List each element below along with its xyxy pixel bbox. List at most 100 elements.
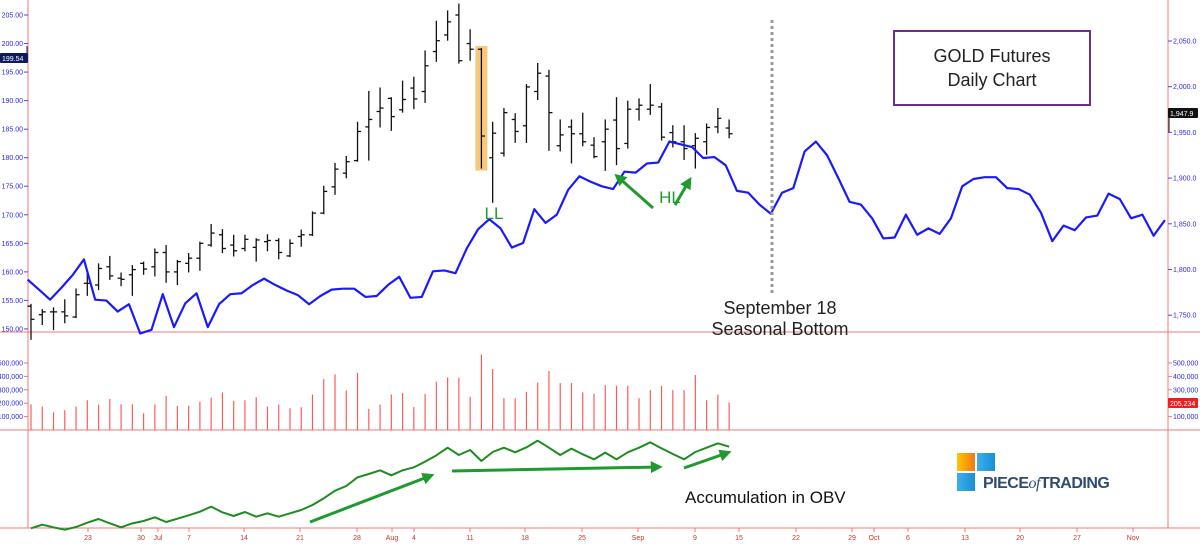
vol-left-tick-label: 300,000 bbox=[0, 387, 23, 394]
price-bar bbox=[365, 90, 373, 161]
price-bar bbox=[38, 309, 46, 325]
obv-series-line bbox=[30, 439, 730, 531]
volume-bars bbox=[30, 354, 730, 430]
last-seasonal-label: 1,947.9 bbox=[1170, 111, 1193, 118]
price-bar bbox=[342, 156, 350, 179]
hl-arrow-1 bbox=[614, 173, 654, 210]
axes: 205.00 200.00 195.00 190.00 185.00 180.00 175.… bbox=[0, 13, 1198, 542]
x-tick-label: 22 bbox=[792, 535, 800, 542]
price-bar bbox=[140, 261, 148, 275]
vol-left-tick-label: 200,000 bbox=[0, 401, 23, 408]
price-bar bbox=[275, 238, 283, 260]
title-line-2: Daily Chart bbox=[947, 70, 1037, 90]
price-bar bbox=[151, 248, 159, 277]
price-bar bbox=[286, 239, 294, 258]
price-bar bbox=[252, 238, 260, 262]
left-tick-label: 155.00 bbox=[2, 298, 24, 305]
x-tick-label: 30 bbox=[137, 535, 145, 542]
chart-title-box: GOLD Futures Daily Chart bbox=[893, 30, 1091, 106]
last-seasonal-label-bg bbox=[1168, 108, 1198, 118]
vol-left-tick-label: 400,000 bbox=[0, 374, 23, 381]
left-tick-label: 160.00 bbox=[2, 269, 24, 276]
price-bar bbox=[432, 20, 440, 62]
price-bar bbox=[466, 29, 474, 61]
vol-right-tick-label: 400,000 bbox=[1173, 374, 1198, 381]
x-tick-label: 6 bbox=[906, 535, 910, 542]
price-bar bbox=[421, 50, 429, 103]
price-bar bbox=[545, 69, 553, 151]
annotations: September 18 Seasonal Bottom LL HL Accum… bbox=[309, 20, 849, 524]
hl-label: HL bbox=[659, 188, 681, 207]
price-bar bbox=[27, 303, 35, 340]
x-tick-label: 23 bbox=[84, 535, 92, 542]
piece-of-trading-logo: PIECEofTRADING bbox=[955, 451, 1110, 496]
price-bar bbox=[646, 84, 654, 115]
x-tick-label: 27 bbox=[1073, 535, 1081, 542]
last-volume-label-bg bbox=[1168, 398, 1198, 408]
obv-arrow-1 bbox=[309, 472, 435, 524]
price-bar bbox=[669, 125, 677, 148]
price-bar bbox=[320, 185, 328, 215]
obv-arrow-2 bbox=[451, 461, 663, 474]
price-bar bbox=[207, 223, 215, 247]
x-tick-label: Oct bbox=[869, 535, 880, 542]
logo-word-of: of bbox=[1028, 475, 1041, 492]
left-tick-label: 175.00 bbox=[2, 184, 24, 191]
seasonal-label-1: September 18 bbox=[723, 298, 836, 318]
price-bar bbox=[95, 263, 103, 291]
vol-right-tick-label: 500,000 bbox=[1173, 361, 1198, 368]
price-bar bbox=[72, 288, 80, 319]
price-bar bbox=[579, 112, 587, 147]
x-tick-label: 20 bbox=[1016, 535, 1024, 542]
price-bar bbox=[680, 125, 688, 161]
x-tick-label: 11 bbox=[466, 535, 473, 542]
x-tick-label: Jul bbox=[154, 535, 163, 542]
last-price-label: 199.54 bbox=[2, 56, 24, 63]
price-bar bbox=[162, 245, 170, 283]
x-tick-label: Aug bbox=[386, 535, 399, 542]
price-bar bbox=[128, 265, 136, 296]
price-bar bbox=[703, 123, 711, 155]
x-tick-label: 7 bbox=[187, 535, 191, 542]
vol-right-tick-label: 100,000 bbox=[1173, 414, 1198, 421]
price-bar bbox=[331, 162, 339, 195]
price-bar bbox=[522, 84, 530, 143]
price-bar bbox=[185, 253, 193, 273]
price-bar bbox=[500, 108, 508, 157]
price-bar bbox=[309, 211, 316, 236]
seasonal-label-2: Seasonal Bottom bbox=[711, 319, 848, 339]
price-bar bbox=[725, 119, 733, 139]
left-tick-label: 200.00 bbox=[2, 41, 24, 48]
right-tick-label: 2,000.0 bbox=[1173, 84, 1196, 91]
price-bar bbox=[196, 241, 204, 271]
price-bar bbox=[263, 234, 271, 252]
price-bar bbox=[354, 121, 362, 162]
left-tick-label: 185.00 bbox=[2, 127, 24, 134]
price-bar bbox=[387, 97, 395, 131]
left-tick-label: 165.00 bbox=[2, 241, 24, 248]
price-bar bbox=[230, 234, 238, 257]
x-tick-label: 28 bbox=[353, 535, 361, 542]
obv-arrow-3 bbox=[683, 449, 732, 470]
price-bar bbox=[511, 113, 519, 143]
vol-right-tick-label: 300,000 bbox=[1173, 387, 1198, 394]
logo-square-blue-1 bbox=[977, 453, 995, 471]
price-bar bbox=[173, 259, 181, 286]
price-bar bbox=[534, 62, 542, 101]
x-tick-label: 4 bbox=[412, 535, 416, 542]
right-tick-label: 1,950.0 bbox=[1173, 130, 1196, 137]
price-bar bbox=[613, 97, 621, 166]
logo-word-trading: TRADING bbox=[1039, 475, 1110, 492]
seasonal-series-line bbox=[26, 140, 1166, 335]
price-bar bbox=[477, 48, 485, 169]
right-tick-label: 1,750.0 bbox=[1173, 313, 1196, 320]
x-tick-label: 14 bbox=[240, 535, 248, 542]
price-bar bbox=[106, 255, 114, 280]
price-bar bbox=[218, 229, 226, 254]
price-bar bbox=[399, 80, 407, 113]
price-bar bbox=[658, 102, 666, 141]
left-tick-label: 190.00 bbox=[2, 98, 24, 105]
logo-square-blue-2 bbox=[957, 473, 975, 491]
left-tick-label: 170.00 bbox=[2, 212, 24, 219]
